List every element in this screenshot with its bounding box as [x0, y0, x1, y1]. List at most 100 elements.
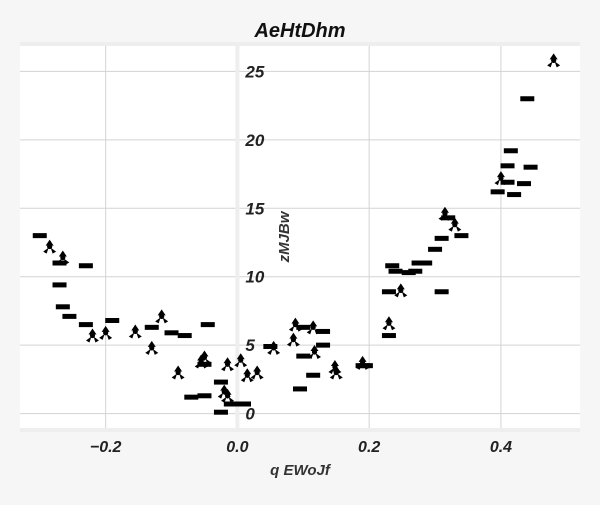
- data-point-lobe: [147, 340, 156, 347]
- data-point-lobe: [228, 365, 235, 372]
- data-point-lobe: [106, 333, 113, 340]
- data-point-lobe: [174, 365, 183, 372]
- data-point-core: [311, 349, 318, 355]
- data-point-lobe: [197, 358, 204, 365]
- data-point-core: [254, 369, 260, 376]
- data-point-core: [271, 345, 277, 351]
- data-point-core: [386, 320, 392, 326]
- data-point: [55, 304, 70, 310]
- data-point: [221, 388, 235, 403]
- data-point: [388, 268, 403, 274]
- data-point: [62, 313, 77, 319]
- data-point: [517, 181, 531, 187]
- data-point-lobe: [310, 344, 319, 351]
- data-point-core: [442, 211, 448, 217]
- y-tick-label: 0: [245, 405, 255, 424]
- data-point-core: [551, 57, 557, 64]
- data-point: [356, 355, 370, 370]
- data-point: [237, 401, 251, 407]
- data-point-lobe: [131, 324, 140, 331]
- data-point-lobe: [223, 357, 232, 364]
- data-point: [99, 325, 113, 340]
- data-point: [523, 164, 538, 170]
- data-point-lobe: [152, 348, 159, 355]
- data-point: [213, 409, 228, 415]
- data-point: [418, 260, 433, 266]
- data-point-lobe: [289, 332, 298, 339]
- data-point: [494, 171, 508, 186]
- data-point: [213, 379, 228, 385]
- data-point-lobe: [496, 171, 505, 178]
- data-point: [500, 163, 515, 169]
- data-point-core: [290, 337, 297, 343]
- data-point: [177, 333, 192, 339]
- y-tick-label: 25: [244, 62, 264, 81]
- data-point-lobe: [389, 324, 396, 331]
- data-point: [329, 365, 343, 380]
- data-point-lobe: [554, 61, 561, 68]
- data-point: [221, 357, 235, 372]
- data-point-lobe: [202, 362, 208, 369]
- data-point-core: [359, 360, 366, 366]
- data-point-lobe: [221, 396, 227, 403]
- data-point-lobe: [145, 348, 151, 355]
- x-tick-label: 0.0: [226, 439, 248, 456]
- data-point-lobe: [205, 358, 211, 365]
- data-point-lobe: [63, 258, 70, 265]
- data-point: [547, 53, 561, 68]
- data-point: [434, 289, 449, 295]
- data-point: [288, 317, 302, 332]
- data-point-lobe: [200, 350, 209, 357]
- data-point: [503, 148, 518, 154]
- data-point-lobe: [58, 250, 67, 257]
- data-point-lobe: [309, 320, 318, 327]
- data-point: [197, 393, 212, 399]
- data-point-lobe: [171, 373, 178, 380]
- data-point-lobe: [248, 376, 254, 383]
- data-point-lobe: [179, 373, 185, 380]
- data-point-core: [103, 330, 109, 336]
- data-point-lobe: [162, 317, 169, 324]
- data-point: [381, 333, 396, 339]
- data-point-lobe: [394, 291, 400, 298]
- data-point-lobe: [501, 179, 508, 186]
- data-point-core: [201, 354, 208, 361]
- data-point: [490, 189, 505, 195]
- data-point-core: [452, 222, 458, 228]
- data-point: [145, 340, 159, 355]
- data-point-core: [89, 332, 96, 339]
- data-point: [155, 309, 169, 324]
- data-point: [56, 250, 70, 265]
- gridlines: [20, 44, 580, 430]
- data-point-core: [159, 313, 165, 319]
- data-point-lobe: [45, 239, 54, 246]
- x-tick-label: 0.2: [358, 439, 380, 456]
- data-point: [164, 330, 179, 336]
- data-point-lobe: [136, 332, 142, 339]
- data-point: [144, 324, 159, 330]
- data-point: [382, 316, 396, 331]
- data-point-lobe: [448, 225, 454, 232]
- data-point-lobe: [221, 365, 227, 372]
- tick-labels: −0.2 0.0 0.2 0.4 0 5 10 15 20 25: [90, 62, 512, 456]
- data-point-lobe: [440, 206, 449, 213]
- data-point-core: [47, 243, 53, 250]
- data-point-lobe: [286, 340, 293, 347]
- data-point-lobe: [288, 325, 295, 332]
- data-point: [307, 344, 321, 359]
- data-point: [52, 282, 67, 288]
- data-point-core: [149, 345, 155, 351]
- data-point-lobe: [157, 309, 166, 316]
- data-point-lobe: [328, 368, 334, 375]
- data-point-lobe: [234, 361, 240, 368]
- data-point-lobe: [363, 363, 370, 370]
- data-point: [507, 192, 522, 198]
- data-point-core: [224, 393, 231, 399]
- data-point-core: [60, 254, 66, 261]
- data-point-lobe: [88, 328, 97, 335]
- data-point: [286, 332, 300, 347]
- y-tick-label: 10: [245, 268, 264, 287]
- data-point-lobe: [99, 333, 105, 340]
